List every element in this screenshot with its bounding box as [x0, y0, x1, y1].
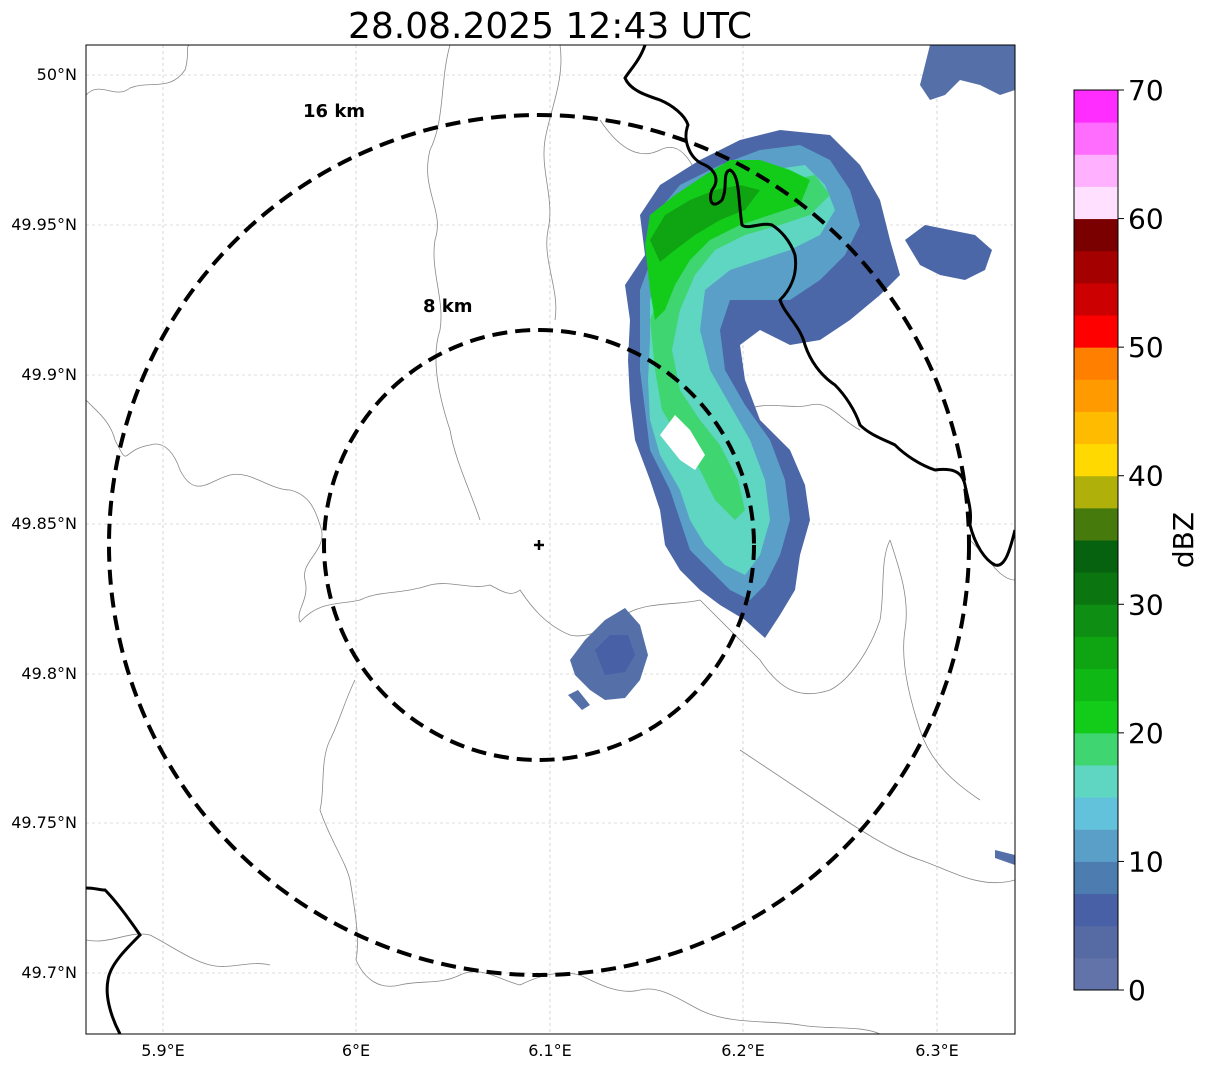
- colorbar-segment: [1074, 218, 1118, 252]
- colorbar-segment: [1074, 861, 1118, 895]
- y-tick-label: 50°N: [37, 65, 77, 84]
- admin-boundaries: [86, 45, 1015, 1034]
- colorbar-segment: [1074, 507, 1118, 541]
- colorbar-segment: [1074, 282, 1118, 316]
- colorbar-segment: [1074, 186, 1118, 220]
- colorbar-segment: [1074, 700, 1118, 734]
- plot-frame: [85, 44, 1016, 1035]
- colorbar-tick-label: 20: [1128, 717, 1164, 750]
- colorbar-tick-label: 70: [1128, 74, 1164, 107]
- y-tick-label: 49.9°N: [21, 365, 77, 384]
- range-ring-8km: [322, 328, 756, 762]
- colorbar-segment: [1074, 957, 1118, 991]
- x-tick-labels: 5.9°E 6°E 6.1°E 6.2°E 6.3°E: [141, 1041, 959, 1060]
- colorbar-segment: [1074, 636, 1118, 670]
- x-tick-label: 6°E: [342, 1041, 370, 1060]
- colorbar-tick-label: 10: [1128, 845, 1164, 878]
- colorbar-segment: [1074, 475, 1118, 509]
- colorbar-segment: [1074, 250, 1118, 284]
- colorbar-tick-label: 40: [1128, 460, 1164, 493]
- colorbar-segment: [1074, 90, 1118, 123]
- colorbar-segment: [1074, 154, 1118, 187]
- y-tick-labels: 50°N 49.95°N 49.9°N 49.85°N 49.8°N 49.75…: [11, 65, 77, 982]
- colorbar-label: dBZ: [1167, 512, 1200, 568]
- colorbar-segment: [1074, 411, 1118, 445]
- y-tick-label: 49.75°N: [11, 813, 77, 832]
- map-title: 28.08.2025 12:43 UTC: [348, 6, 752, 47]
- colorbar-segment: [1074, 925, 1118, 959]
- y-tick-label: 49.7°N: [21, 963, 77, 982]
- reflectivity-field: [568, 45, 1015, 865]
- ring-label-8km: 8 km: [423, 296, 473, 317]
- colorbar-segment: [1074, 893, 1118, 927]
- colorbar: [1073, 89, 1119, 991]
- range-rings: [107, 113, 971, 977]
- colorbar-segment: [1074, 572, 1118, 605]
- colorbar-tick-label: 50: [1128, 331, 1164, 364]
- colorbar-segment: [1074, 122, 1118, 155]
- colorbar-tick-label: 60: [1128, 203, 1164, 236]
- colorbar-ticks: 0 10 20 30 40 50 60 70: [1118, 74, 1164, 1007]
- ring-label-16km: 16 km: [303, 101, 365, 122]
- colorbar-frame: [1073, 89, 1119, 991]
- colorbar-segment: [1074, 379, 1118, 412]
- x-tick-label: 6.2°E: [721, 1041, 765, 1060]
- colorbar-segment: [1074, 732, 1118, 766]
- y-tick-label: 49.85°N: [11, 514, 77, 533]
- colorbar-segment: [1074, 668, 1118, 702]
- colorbar-segment: [1074, 540, 1118, 573]
- x-tick-label: 5.9°E: [141, 1041, 185, 1060]
- colorbar-segment: [1074, 315, 1118, 348]
- radar-site-marker: [534, 540, 544, 550]
- x-tick-label: 6.1°E: [528, 1041, 572, 1060]
- y-tick-label: 49.8°N: [21, 664, 77, 683]
- colorbar-segment: [1074, 443, 1118, 477]
- colorbar-segment: [1074, 829, 1118, 862]
- colorbar-segment: [1074, 765, 1118, 798]
- colorbar-segment: [1074, 604, 1118, 637]
- colorbar-tick-label: 30: [1128, 588, 1164, 621]
- colorbar-tick-label: 0: [1128, 974, 1146, 1007]
- y-tick-label: 49.95°N: [11, 215, 77, 234]
- x-tick-label: 6.3°E: [915, 1041, 959, 1060]
- range-ring-16km: [107, 113, 971, 977]
- colorbar-segment: [1074, 797, 1118, 830]
- colorbar-segment: [1074, 347, 1118, 380]
